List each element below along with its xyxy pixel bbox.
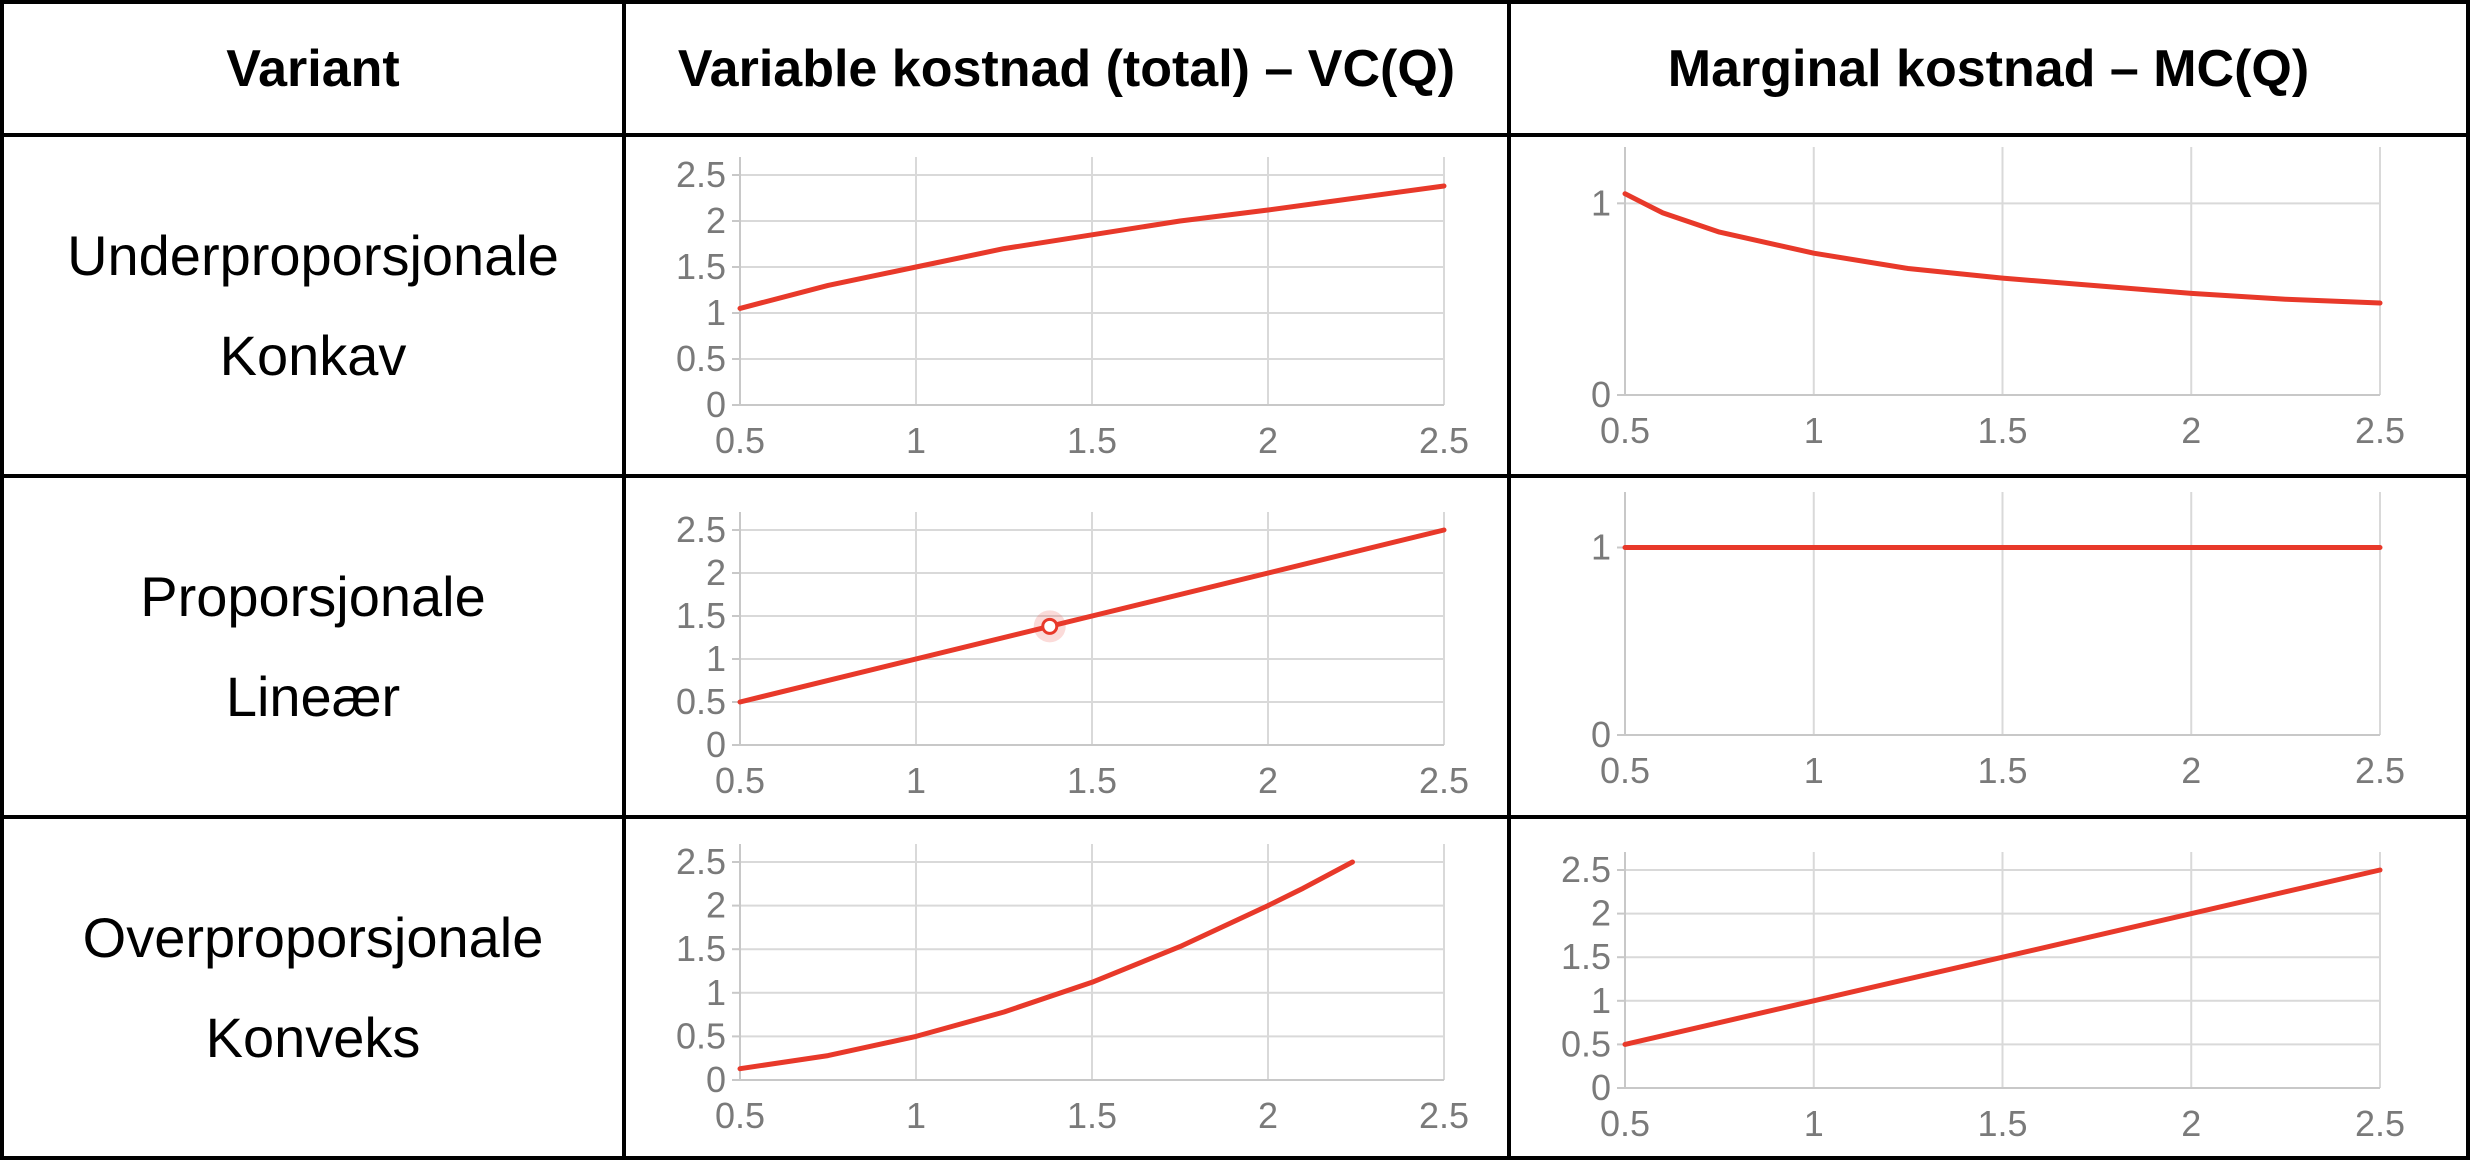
x-tick-label: 0.5 (1600, 750, 1650, 791)
row-label-proporsjonale: Proporsjonale Lineær (4, 478, 622, 815)
row-label-line-1: Overproporsjonale (82, 905, 544, 969)
x-tick-label: 1 (1804, 1103, 1824, 1144)
x-tick-label: 0.5 (715, 420, 765, 461)
x-tick-label: 2.5 (2355, 1103, 2405, 1144)
x-tick-label: 2.5 (2355, 410, 2405, 451)
row-label-line-1: Proporsjonale (140, 564, 486, 628)
x-tick-label: 1 (906, 420, 926, 461)
x-tick-label: 1.5 (1977, 750, 2027, 791)
y-tick-label: 0 (1591, 374, 1611, 415)
y-tick-label: 1 (1591, 182, 1611, 223)
table-border-row2 (0, 815, 2470, 819)
y-tick-label: 2.5 (676, 841, 726, 882)
y-tick-label: 1 (706, 972, 726, 1013)
row-label-line-2: Konkav (219, 323, 407, 387)
mc-lineaer-plot: 0 1 0.5 1 1.5 2 2.5 (1591, 492, 2405, 791)
x-tick-label: 1.5 (1067, 420, 1117, 461)
x-tick-label: 2 (2181, 750, 2201, 791)
table-border-top (0, 0, 2470, 4)
y-tick-label: 1.5 (1561, 936, 1611, 977)
x-tick-label: 1 (906, 1095, 926, 1136)
series-line (1622, 867, 2383, 1047)
y-tick-label: 1.5 (676, 246, 726, 287)
y-tick-label: 2.5 (676, 154, 726, 195)
x-tick-label: 0.5 (1600, 1103, 1650, 1144)
x-tick-label: 2 (1258, 1095, 1278, 1136)
header-variable-cost: Variable kostnad (total) – VC(Q) (677, 39, 1456, 98)
x-tick-label: 1 (906, 760, 926, 801)
series-line (1622, 191, 2383, 306)
y-tick-label: 1.5 (676, 595, 726, 636)
y-tick-label: 1 (1591, 980, 1611, 1021)
y-tick-label: 2 (706, 885, 726, 926)
row-label-underproporsjonale: Underproporsjonale Konkav (4, 137, 622, 474)
x-tick-label: 2.5 (1419, 1095, 1469, 1136)
y-tick-label: 1.5 (676, 928, 726, 969)
y-tick-label: 2 (706, 200, 726, 241)
series-line (737, 527, 1447, 705)
x-tick-label: 2 (1258, 420, 1278, 461)
y-tick-label: 0 (706, 1059, 726, 1100)
x-tick-label: 2.5 (1419, 760, 1469, 801)
x-tick-label: 1.5 (1977, 1103, 2027, 1144)
y-tick-label: 2 (706, 552, 726, 593)
row-label-line-2: Konveks (205, 1005, 421, 1069)
y-tick-label: 0.5 (1561, 1023, 1611, 1064)
y-tick-label: 0.5 (676, 681, 726, 722)
table-border-bottom (0, 1156, 2470, 1160)
series-line (737, 859, 1355, 1072)
mc-konveks-plot: 00.511.522.50.5 1 1.5 2 2.5 (1561, 849, 2405, 1144)
row-label-overproporsjonale: Overproporsjonale Konveks (4, 819, 622, 1156)
table-border-right (2466, 0, 2470, 1160)
x-tick-label: 2.5 (1419, 420, 1469, 461)
table-border-left (0, 0, 4, 1160)
y-tick-label: 2.5 (676, 509, 726, 550)
x-tick-label: 0.5 (1600, 410, 1650, 451)
x-tick-label: 0.5 (715, 1095, 765, 1136)
x-tick-label: 1.5 (1067, 1095, 1117, 1136)
mc-konkav-plot: 0 1 0.5 1 1.5 2 2.5 (1591, 147, 2405, 451)
header-variant: Variant (226, 39, 400, 98)
y-tick-label: 0 (706, 384, 726, 425)
x-tick-label: 2 (1258, 760, 1278, 801)
y-tick-label: 2 (1591, 893, 1611, 934)
x-tick-label: 1 (1804, 410, 1824, 451)
x-tick-label: 2 (2181, 410, 2201, 451)
table-border-header (0, 133, 2470, 137)
table-border-col2 (1507, 0, 1511, 1160)
x-tick-label: 0.5 (715, 760, 765, 801)
y-tick-label: 1 (706, 292, 726, 333)
x-tick-label: 1 (1804, 750, 1824, 791)
vc-lineaer-plot: 00.511.522.50.5 1 1.5 2 2.5 (676, 509, 1469, 801)
vc-konkav-plot: 00.511.522.50.5 1 1.5 2 2.5 (676, 154, 1469, 461)
series-line (737, 183, 1447, 311)
x-tick-label: 1.5 (1067, 760, 1117, 801)
table-border-row1 (0, 474, 2470, 478)
y-tick-label: 0 (1591, 714, 1611, 755)
y-tick-label: 0 (706, 724, 726, 765)
y-tick-label: 0.5 (676, 338, 726, 379)
y-tick-label: 2.5 (1561, 849, 1611, 890)
row-label-line-1: Underproporsjonale (67, 223, 559, 287)
table-border-col1 (622, 0, 626, 1160)
x-tick-label: 1.5 (1977, 410, 2027, 451)
y-tick-label: 1 (706, 638, 726, 679)
y-tick-label: 1 (1591, 527, 1611, 568)
x-tick-label: 2 (2181, 1103, 2201, 1144)
row-label-line-2: Lineær (225, 664, 401, 728)
vc-konveks-plot: 00.511.522.50.5 1 1.5 2 2.5 (676, 841, 1469, 1136)
y-tick-label: 0.5 (676, 1015, 726, 1056)
header-marginal-cost: Marginal kostnad – MC(Q) (1667, 39, 2310, 98)
cursor-marker (1041, 617, 1059, 635)
x-tick-label: 2.5 (2355, 750, 2405, 791)
y-tick-label: 0 (1591, 1067, 1611, 1108)
